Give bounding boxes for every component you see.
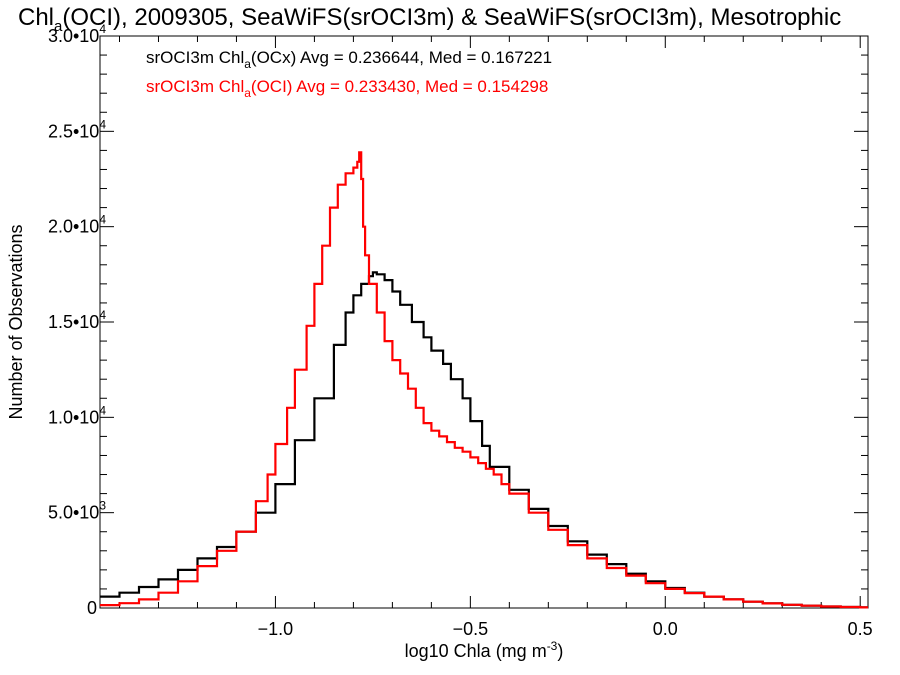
series-layer [100,151,868,609]
y-tick-label: 1.0•104 [48,403,106,427]
series-oci-line [100,151,868,609]
y-tick-label: 5.0•103 [48,499,106,523]
x-tick-label: −1.0 [258,619,294,639]
plot-frame [99,35,869,609]
x-axis-label: log10 Chla (mg m-3) [405,639,564,661]
series-ocx-line [100,271,868,609]
x-axis: −1.0 −0.5 0.0 0.5 [118,36,873,639]
legend-entry-oci: srOCI3m Chla(OCI) Avg = 0.233430, Med = … [146,77,548,100]
y-tick-label: 3.0•104 [48,22,106,46]
x-tick-label: 0.0 [653,619,678,639]
x-tick-label: 0.5 [848,619,873,639]
y-axis-label: Number of Observations [6,224,26,419]
x-tick-label: −0.5 [453,619,489,639]
y-tick-label: 0 [87,598,97,618]
y-tick-label: 2.5•104 [48,117,106,141]
y-tick-label: 2.0•104 [48,213,106,237]
chart-title: Chla(OCI), 2009305, SeaWiFS(srOCI3m) & S… [18,4,841,35]
y-tick-label: 1.5•104 [48,308,106,332]
y-axis: 0 5.0•103 1.0•104 1.5•104 2.0•104 2.5•104 3.0•… [48,22,868,618]
legend-entry-ocx: srOCI3m Chla(OCx) Avg = 0.236644, Med = … [146,48,552,71]
